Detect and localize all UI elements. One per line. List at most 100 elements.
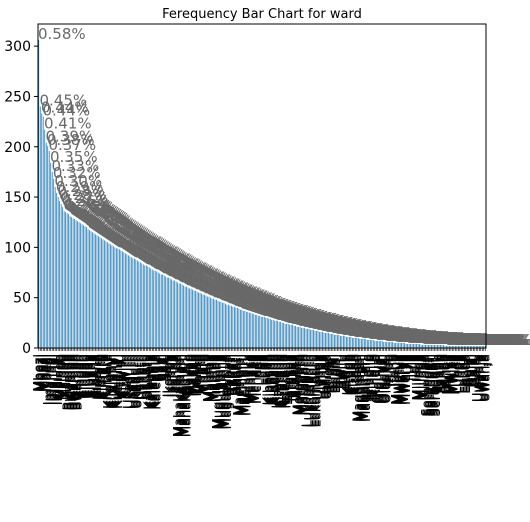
percent-label: 0.33% bbox=[51, 157, 99, 175]
x-tick-label: Kingou bbox=[74, 354, 89, 399]
bar bbox=[216, 299, 217, 348]
percent-label: 0.23% bbox=[80, 208, 128, 226]
x-tick-label: Makao bbox=[189, 354, 204, 396]
x-tick-label: Olduvai bbox=[380, 354, 395, 404]
percent-label: 0.01% bbox=[402, 328, 450, 346]
bar bbox=[357, 337, 359, 348]
bar bbox=[154, 270, 156, 348]
bar bbox=[458, 345, 459, 348]
percent-label: 0.02% bbox=[347, 322, 395, 340]
percent-label: 0.14% bbox=[157, 258, 205, 276]
percent-label: 0.02% bbox=[334, 320, 382, 338]
bar bbox=[274, 320, 276, 348]
bar bbox=[426, 344, 428, 348]
percent-label: 0.24% bbox=[72, 203, 120, 221]
percent-label: 0.58% bbox=[38, 25, 86, 43]
bar bbox=[47, 145, 49, 348]
percent-label: 0.04% bbox=[307, 314, 355, 332]
x-tick-label: Milinga bbox=[413, 354, 428, 401]
x-tick-label: Mnero bbox=[199, 354, 214, 395]
x-tick-label: Kilelenyi bbox=[105, 354, 120, 409]
percent-label: 0.09% bbox=[223, 288, 271, 306]
x-tick-label: Lupa bbox=[251, 354, 266, 385]
x-tick-label: Gelai bbox=[468, 354, 483, 387]
percent-label: 0.18% bbox=[120, 235, 168, 253]
x-tick-label: Kitwiru bbox=[115, 354, 130, 399]
bar bbox=[290, 324, 292, 348]
bar bbox=[238, 308, 240, 348]
percent-label: 0.03% bbox=[323, 318, 371, 336]
x-tick-label: Lukumburu bbox=[307, 354, 322, 427]
percent-label: 0.01% bbox=[395, 328, 443, 346]
bar bbox=[266, 317, 268, 348]
bar bbox=[124, 253, 126, 348]
x-tick-label: Mnero bbox=[198, 354, 213, 395]
percent-label: 0.02% bbox=[344, 321, 392, 339]
bar bbox=[362, 338, 364, 348]
bar bbox=[416, 343, 417, 348]
percent-label: 0.05% bbox=[287, 309, 335, 327]
bar bbox=[478, 345, 480, 348]
bar bbox=[201, 293, 202, 348]
bar bbox=[65, 212, 66, 348]
x-tick-label: Saki bbox=[157, 354, 172, 381]
percent-label: 0.08% bbox=[229, 291, 277, 309]
bar bbox=[456, 345, 458, 348]
bar bbox=[159, 273, 161, 348]
percent-label: 0.00% bbox=[452, 331, 500, 349]
bar bbox=[39, 106, 41, 348]
percent-label: 0.08% bbox=[234, 292, 282, 310]
bar bbox=[444, 345, 446, 348]
bar bbox=[295, 325, 296, 348]
percent-label: 0.01% bbox=[374, 326, 422, 344]
x-tick-label: Olduvai bbox=[374, 354, 389, 404]
x-tick-label: Serengeti bbox=[423, 354, 438, 417]
x-tick-label: Saki bbox=[160, 354, 175, 381]
percent-label: 0.23% bbox=[81, 209, 129, 227]
bar bbox=[372, 339, 374, 348]
percent-label: 0.22% bbox=[93, 218, 141, 236]
percent-label: 0.25% bbox=[66, 198, 114, 216]
x-tick-label: Kiterehe bbox=[272, 354, 287, 409]
x-tick-label: Ifuho bbox=[383, 354, 398, 387]
bar bbox=[177, 282, 178, 348]
x-tick-label: Kimare bbox=[99, 354, 114, 400]
bar bbox=[135, 259, 137, 348]
x-tick-label: Milinga bbox=[411, 354, 426, 401]
x-tick-label: Bwambo bbox=[69, 354, 84, 410]
percent-label: 0.26% bbox=[62, 192, 110, 210]
x-tick-label: Gelai bbox=[460, 354, 475, 387]
bar bbox=[484, 345, 486, 348]
bar bbox=[381, 340, 383, 348]
x-tick-label: Saki bbox=[159, 354, 174, 381]
percent-label: 0.03% bbox=[331, 319, 379, 337]
bar bbox=[250, 312, 252, 348]
percent-label: 0.15% bbox=[147, 252, 195, 270]
x-tick-label: Pande bbox=[432, 354, 447, 394]
x-tick-label: Olduvai bbox=[378, 354, 393, 404]
percent-label: 0.07% bbox=[241, 295, 289, 313]
percent-label: 0.26% bbox=[65, 197, 113, 215]
x-tick-label: Ilula bbox=[408, 354, 423, 381]
x-tick-label: Ukaguru bbox=[130, 354, 145, 409]
percent-label: 0.20% bbox=[105, 226, 153, 244]
percent-label: 0.02% bbox=[373, 325, 421, 343]
bar bbox=[199, 292, 201, 348]
percent-label: 0.04% bbox=[289, 310, 337, 328]
bar bbox=[319, 331, 320, 348]
percent-label: 0.05% bbox=[268, 304, 316, 322]
x-tick-label: Machibini bbox=[238, 354, 253, 416]
percent-label: 0.06% bbox=[259, 301, 307, 319]
percent-label: 0.21% bbox=[101, 223, 149, 241]
x-tick-label: Magomeni bbox=[354, 354, 369, 422]
percent-label: 0.01% bbox=[411, 329, 459, 347]
x-tick-label: Tarekea bbox=[290, 354, 305, 405]
percent-label: 0.00% bbox=[468, 331, 516, 349]
x-tick-label: Lupa bbox=[253, 354, 268, 385]
percent-label: 0.08% bbox=[237, 293, 285, 311]
x-tick-label: Morogoro bbox=[296, 354, 311, 415]
bar bbox=[366, 339, 368, 348]
x-tick-label: Kalepela bbox=[148, 354, 163, 410]
bar bbox=[129, 256, 131, 348]
percent-label: 0.02% bbox=[350, 322, 398, 340]
